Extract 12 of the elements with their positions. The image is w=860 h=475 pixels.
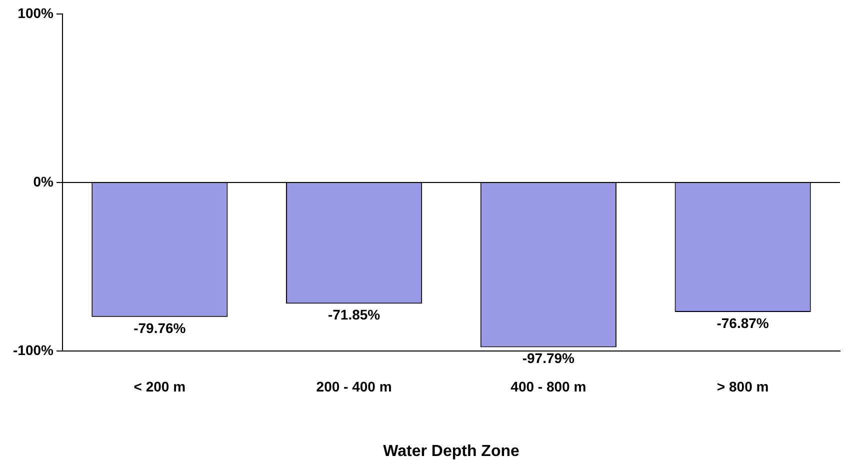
data-label: -76.87% <box>716 314 770 331</box>
x-tick-label: > 800 m <box>716 378 769 394</box>
data-label: -79.76% <box>134 320 186 336</box>
y-tick-label: 0% <box>33 173 54 190</box>
x-axis-title: Water Depth Zone <box>383 442 520 460</box>
data-label: -97.79% <box>522 350 576 366</box>
y-tick-label: -100% <box>13 342 54 358</box>
data-label: -71.85% <box>328 306 381 322</box>
x-tick-label: 400 - 800 m <box>510 378 586 394</box>
x-tick-label: 200 - 400 m <box>316 378 392 394</box>
y-tick-label: 100% <box>18 4 54 21</box>
x-tick-label: < 200 m <box>134 378 186 394</box>
